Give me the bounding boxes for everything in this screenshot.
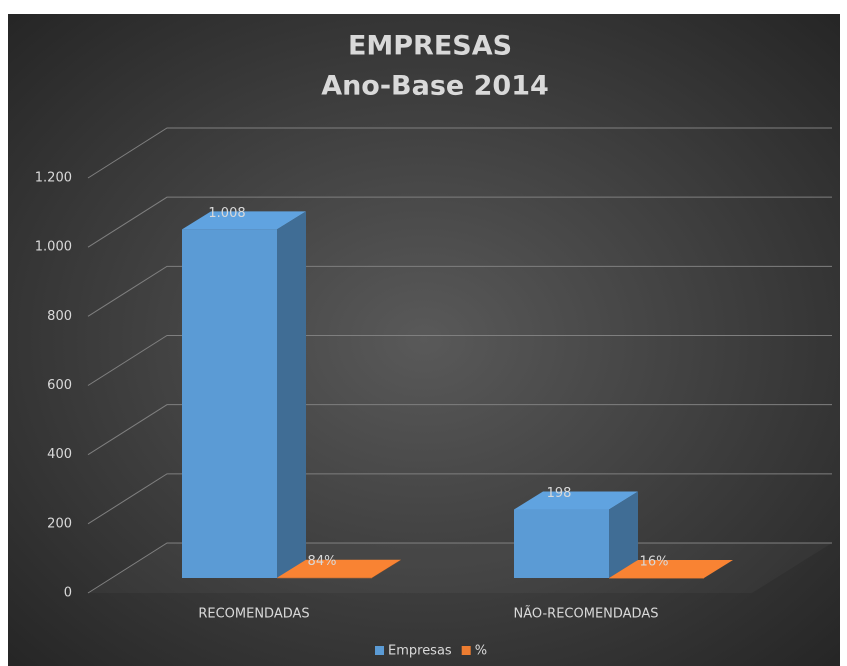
legend-label: Empresas [388, 644, 452, 659]
chart-title: EMPRESAS [348, 31, 512, 62]
chart-subtitle: Ano-Base 2014 [321, 71, 549, 102]
bar-3d [182, 211, 306, 578]
y-tick-label: 1.200 [35, 171, 72, 186]
bar-top [514, 491, 638, 510]
grid-line [87, 404, 832, 456]
bar-side [609, 491, 638, 578]
grid-line [87, 473, 832, 525]
grid-line [87, 127, 832, 179]
legend-label: % [475, 644, 487, 659]
bar-top [277, 559, 401, 578]
data-label: 16% [640, 554, 669, 569]
legend-swatch [461, 646, 471, 655]
x-tick-label: RECOMENDADAS [198, 607, 309, 622]
bar-top [182, 211, 306, 230]
y-tick-label: 1.000 [35, 240, 72, 255]
bar-top [609, 559, 733, 578]
grid-line [87, 265, 832, 317]
bar-3d [514, 491, 638, 578]
grid-line [87, 196, 832, 248]
legend-swatch [375, 646, 384, 655]
bar [277, 577, 372, 579]
grid-line [87, 335, 832, 386]
bar-side [372, 559, 401, 578]
data-label: 198 [547, 486, 572, 501]
bar-side [277, 211, 306, 578]
y-tick-label: 0 [64, 586, 72, 601]
bar [514, 509, 609, 578]
y-tick-label: 800 [47, 309, 72, 324]
bar-3d [277, 559, 401, 579]
y-tick-label: 400 [47, 447, 72, 462]
bar [609, 577, 704, 579]
y-tick-label: 200 [47, 516, 72, 531]
x-tick-label: NÃO-RECOMENDADAS [514, 606, 659, 622]
chart-area [8, 14, 840, 666]
y-tick-label: 600 [47, 378, 72, 393]
data-label: 84% [308, 554, 337, 569]
bar [182, 229, 277, 578]
bar-side [704, 559, 733, 578]
data-label: 1.008 [208, 206, 245, 221]
bar-3d [609, 559, 733, 579]
